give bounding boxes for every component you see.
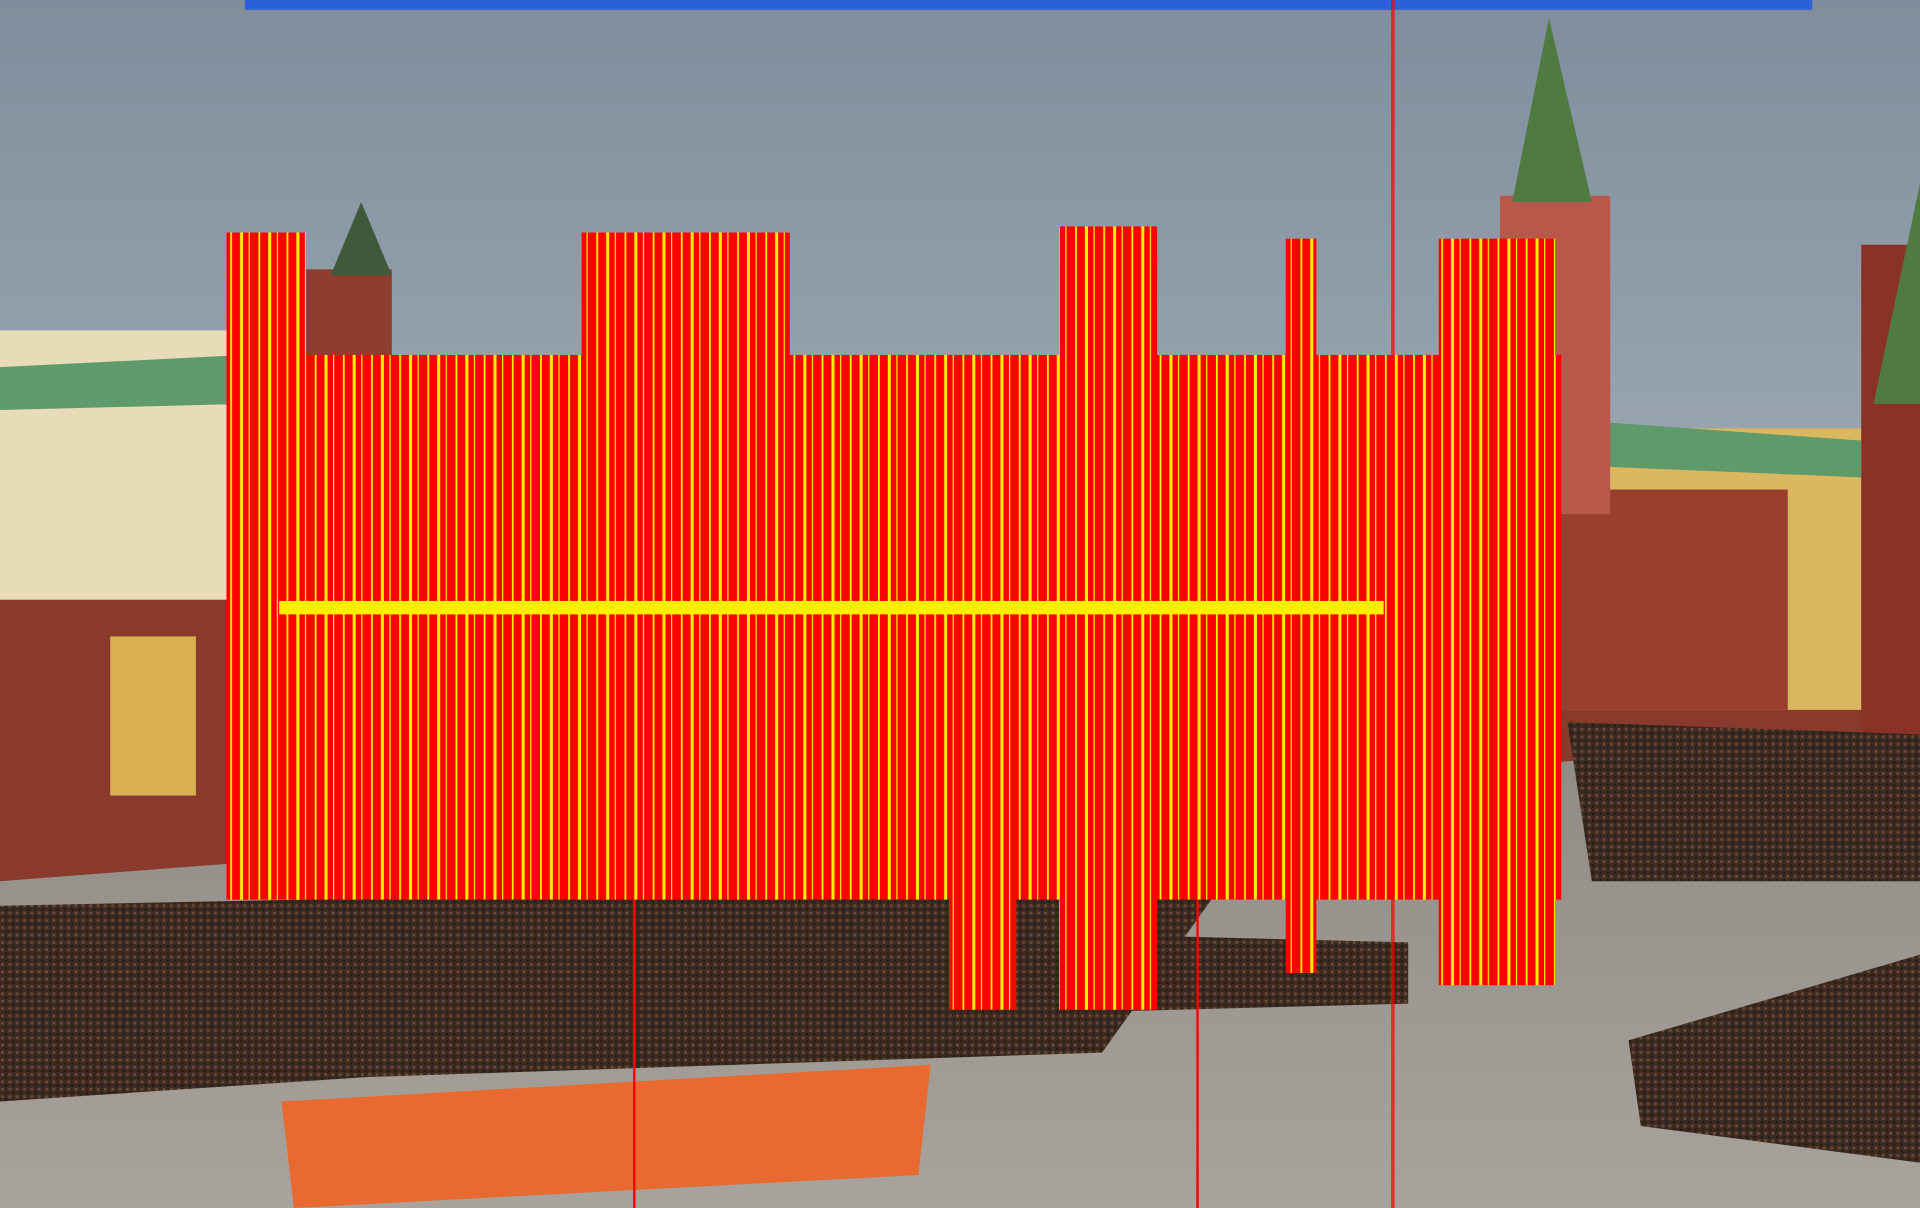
garbled-text: [226, 354, 1562, 900]
stroke: [633, 899, 636, 1208]
underline: [279, 600, 1384, 615]
garbled-text: [1059, 226, 1158, 1010]
tower-spire: [1512, 18, 1592, 202]
garbled-text: [226, 232, 307, 900]
crowd: [0, 881, 1225, 1102]
garbled-text: [1438, 238, 1556, 986]
banner: [110, 636, 196, 796]
tower-roof: [330, 201, 392, 276]
garbled-text: [581, 232, 790, 900]
wall-block: [1555, 489, 1788, 710]
troops: [1628, 954, 1920, 1163]
title-fragment: [244, 0, 1813, 10]
stroke: [1391, 0, 1395, 1208]
stroke: [1196, 899, 1199, 1208]
flags: [281, 1064, 931, 1208]
roof: [1567, 422, 1862, 478]
garbled-text: [948, 783, 1017, 1010]
troops: [1567, 722, 1920, 882]
roof: [0, 354, 245, 411]
